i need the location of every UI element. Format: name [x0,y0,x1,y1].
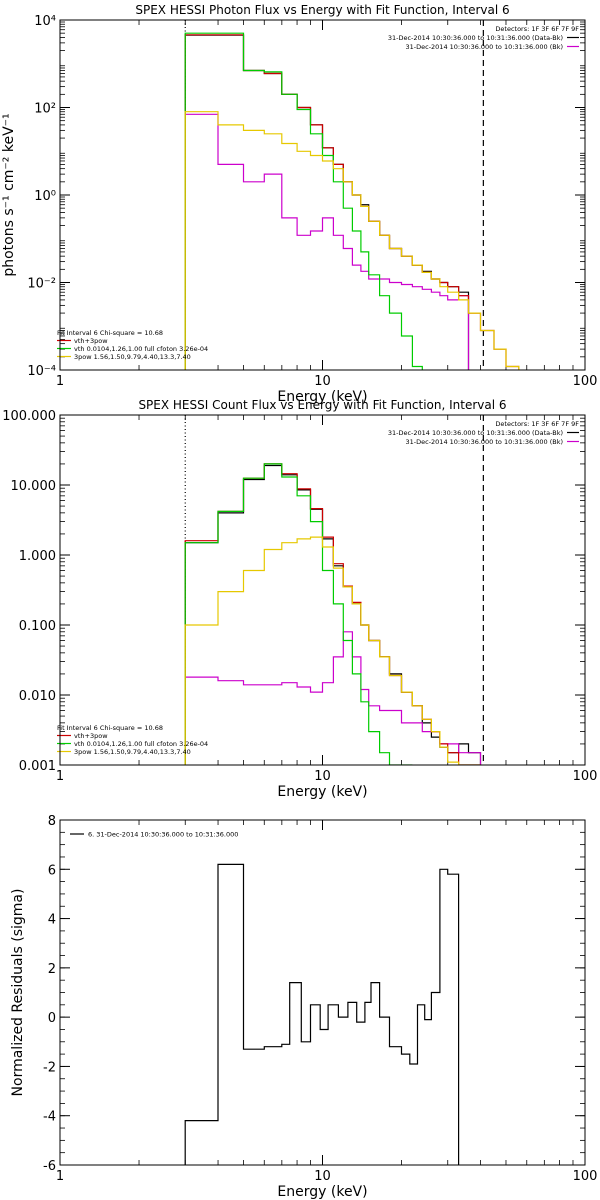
y-tick-label: 0.001 [19,759,56,774]
y-tick-label: 10⁴ [34,14,56,29]
plot-frame [59,819,586,1166]
y-tick-label: 1.000 [19,549,56,564]
legend-bottom: Fit Interval 6 Chi-square = 10.68vth+3po… [57,724,208,756]
y-tick-label: 10⁻² [27,277,56,292]
series-line-4 [184,536,481,765]
y-tick-label: 10.000 [11,479,57,494]
y-axis-label: Normalized Residuals (sigma) [10,889,26,1097]
legend-bottom-entry: Fit Interval 6 Chi-square = 10.68 [57,724,163,732]
y-tick-label: 6 [48,863,56,878]
legend-bottom-entry: 3pow 1.56,1.50,9.79,4.40,13.3,7.40 [74,353,191,361]
legend-top-entry: 31-Dec-2014 10:30:36.000 to 10:31:36.000… [406,43,564,51]
series-group [184,32,520,370]
x-tick-label: 1 [56,1169,64,1184]
series-line-3 [184,463,413,765]
y-tick-label: 0.010 [19,689,56,704]
plot-frame [59,414,586,766]
series-line-1 [184,113,470,370]
x-tick-label: 100 [573,374,598,389]
legend-bottom-entry: vth+3pow [74,337,108,345]
x-tick-label: 1 [56,374,64,389]
series-group [184,863,460,1165]
y-tick-label: 10⁻⁴ [27,364,56,379]
y-tick-label: 10² [34,102,56,117]
x-tick-label: 10 [314,769,331,784]
y-axis-label: photons s⁻¹ cm⁻² keV⁻¹ [1,113,17,276]
legend-entry: 6. 31-Dec-2014 10:30:36.000 to 10:31:36.… [88,831,238,839]
y-tick-label: -6 [43,1159,56,1174]
y-tick-label: 0 [48,1011,56,1026]
y-tick-label: 4 [48,913,56,928]
series-line-0 [184,863,460,1165]
legend-top-entry: 31-Dec-2014 10:30:36.000 to 10:31:36.000… [406,438,564,446]
legend-bottom-entry: vth+3pow [74,732,108,740]
chart-panel-3: 1 10 100 -6 -4 -2 0 2 4 6 8 Energy (keV) Normalized … [10,814,597,1200]
chart-panel-2: SPEX HESSI Count Flux vs Energy with Fit… [2,398,597,800]
legend-bottom-entry: Fit Interval 6 Chi-square = 10.68 [57,329,163,337]
chart-title: SPEX HESSI Count Flux vs Energy with Fit… [138,398,506,412]
series-line-4 [184,111,520,370]
x-axis-label: Energy (keV) [277,1184,367,1200]
x-tick-label: 10 [314,1169,331,1184]
y-tick-label: 100.000 [2,409,56,424]
plot-frame [59,19,586,371]
legend-bottom-entry: 3pow 1.56,1.50,9.79,4.40,13.3,7.40 [74,748,191,756]
y-tick-label: -4 [43,1110,56,1125]
y-tick-label: 10⁰ [34,189,56,204]
legend-top-entry: 31-Dec-2014 10:30:36.000 to 10:31:36.000… [388,429,563,437]
x-minor-ticks [138,820,574,1165]
legend-bottom-entry: vth 0.0104,1.26,1.00 full cfoton 3.26e-0… [74,345,208,353]
legend-top-entry: Detectors: 1F 3F 6F 7F 9F [495,420,579,428]
legend-bottom-entry: vth 0.0104,1.26,1.00 full cfoton 3.26e-0… [74,740,208,748]
chart-panel-1: SPEX HESSI Photon Flux vs Energy with Fi… [1,3,597,405]
legend-bottom: Fit Interval 6 Chi-square = 10.68vth+3po… [57,329,208,361]
x-tick-label: 10 [314,374,331,389]
y-tick-label: 0.100 [19,619,56,634]
y-tick-label: 2 [48,962,56,977]
series-group [184,463,482,765]
x-tick-label: 100 [573,769,598,784]
legend-top-entry: Detectors: 1F 3F 6F 7F 9F [495,25,579,33]
x-axis-label: Energy (keV) [277,389,367,405]
x-tick-label: 1 [56,769,64,784]
x-axis-label: Energy (keV) [277,784,367,800]
legend-top-entry: 31-Dec-2014 10:30:36.000 to 10:31:36.000… [388,34,563,42]
y-tick-label: 8 [48,814,56,829]
chart-title: SPEX HESSI Photon Flux vs Energy with Fi… [135,3,509,17]
legend-top-left: 6. 31-Dec-2014 10:30:36.000 to 10:31:36.… [70,831,238,839]
x-tick-label: 100 [573,1169,598,1184]
y-tick-label: -2 [43,1060,56,1075]
